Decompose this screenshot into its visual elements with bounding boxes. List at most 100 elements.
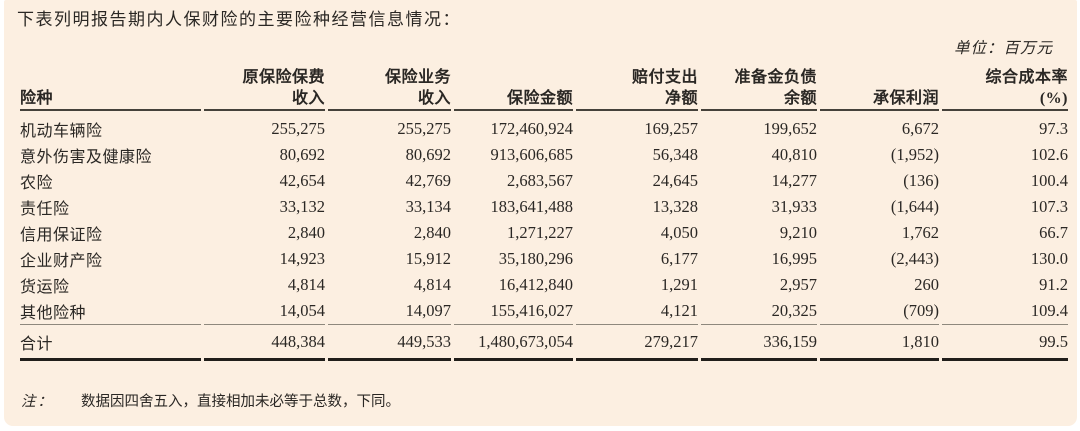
table-header: 险种 原保险保费 收入 保险业务 收入 保险金额 赔付支出 净额 准备金负债 余额 承保利润 综合成本… [20,67,1068,111]
cell-value: 169,257 [644,119,698,138]
column-header: 险种 [20,67,201,111]
intro-text: 下表列明报告期内人保财险的主要险种经营信息情况： [17,10,461,29]
row-label: 企业财产险 [20,253,103,270]
table-row: 信用保证险 2,840 2,840 1,271,227 4,050 9,210 1,762 6… [20,220,1068,246]
cell-value: 35,180,296 [498,249,573,268]
cell-value: (709) [903,301,939,320]
table-row: 企业财产险 14,923 15,912 35,180,296 6,177 16,995 (2… [20,246,1068,272]
column-header: 赔付支出 净额 [576,67,698,111]
cell-value: 13,328 [652,197,698,216]
cell-value: 91.2 [1039,275,1068,294]
cell-value: 42,769 [405,171,451,190]
cell-value: 14,097 [405,301,451,320]
cell-value: 16,412,840 [498,275,573,294]
cell-value: (1,644) [890,197,939,216]
cell-value: 107.3 [1030,197,1068,216]
table-row: 货运险 4,814 4,814 16,412,840 1,291 2,957 260 91.2 [20,272,1068,298]
column-header: 综合成本率 (%) [942,67,1068,111]
cell-value: 80,692 [279,145,325,164]
cell-value: 6,672 [901,119,939,138]
cell-value: 66.7 [1039,223,1068,242]
total-value: 1,810 [820,324,939,361]
cell-value: (1,952) [890,145,939,164]
cell-value: 4,814 [413,275,451,294]
cell-value: 9,210 [779,223,817,242]
cell-value: 31,933 [771,197,817,216]
cell-value: 56,348 [652,145,698,164]
row-label: 机动车辆险 [20,123,103,140]
cell-value: 109.4 [1030,301,1068,320]
cell-value: 130.0 [1030,249,1068,268]
cell-value: 155,416,027 [490,301,574,320]
unit-label: 单位：百万元 [953,40,1053,57]
cell-value: 199,652 [763,119,817,138]
cell-value: 183,641,488 [490,197,574,216]
table-footer: 合计 448,384 449,533 1,480,673,054 279,217 336,… [20,324,1068,361]
row-label: 信用保证险 [20,227,103,244]
cell-value: 80,692 [405,145,451,164]
footnote-text: 数据因四舍五入，直接相加未必等于总数，下同。 [81,394,400,410]
row-label: 其他险种 [20,305,87,322]
column-header: 保险金额 [454,67,573,111]
cell-value: (2,443) [890,249,939,268]
cell-value: 14,054 [279,301,325,320]
column-header: 原保险保费 收入 [204,67,325,111]
table-row: 其他险种 14,054 14,097 155,416,027 4,121 20,325 (7… [20,298,1068,324]
document-page: 下表列明报告期内人保财险的主要险种经营信息情况： 单位：百万元 险种 原保险保费收… [4,0,1077,426]
row-label: 意外伤害及健康险 [20,149,153,166]
cell-value: 2,957 [779,275,817,294]
table-row: 责任险 33,132 33,134 183,641,488 13,328 31,933 (1… [20,194,1068,220]
table-row: 农险 42,654 42,769 2,683,567 24,645 14,277 (136)… [20,168,1068,194]
cell-value: 33,134 [405,197,451,216]
cell-value: 2,683,567 [507,171,573,190]
total-value: 99.5 [942,324,1068,361]
cell-value: 260 [914,275,939,294]
cell-value: 4,050 [660,223,698,242]
cell-value: 100.4 [1030,171,1068,190]
cell-value: 4,814 [287,275,325,294]
cell-value: 97.3 [1039,119,1068,138]
cell-value: 102.6 [1030,145,1068,164]
cell-value: 1,271,227 [507,223,573,242]
cell-value: 913,606,685 [490,145,574,164]
page-content: 下表列明报告期内人保财险的主要险种经营信息情况： 单位：百万元 险种 原保险保费收… [4,0,1077,412]
cell-value: 33,132 [279,197,325,216]
cell-value: (136) [903,171,939,190]
total-value: 449,533 [328,324,451,361]
cell-value: 15,912 [405,249,451,268]
cell-value: 4,121 [660,301,698,320]
table-row: 机动车辆险 255,275 255,275 172,460,924 169,257 199… [20,111,1068,142]
header-row: 险种 原保险保费 收入 保险业务 收入 保险金额 赔付支出 净额 准备金负债 余额 承保利润 综合成本… [20,67,1068,111]
cell-value: 40,810 [771,145,817,164]
cell-value: 172,460,924 [490,119,574,138]
column-header: 保险业务 收入 [328,67,451,111]
cell-value: 2,840 [413,223,451,242]
table-row: 意外伤害及健康险 80,692 80,692 913,606,685 56,348 40,… [20,142,1068,168]
row-label: 农险 [20,175,54,192]
row-label: 货运险 [20,279,70,296]
cell-value: 1,762 [901,223,939,242]
cell-value: 20,325 [771,301,817,320]
cell-value: 255,275 [397,119,451,138]
total-value: 279,217 [576,324,698,361]
column-header: 准备金负债 余额 [701,67,817,111]
cell-value: 14,277 [771,171,817,190]
cell-value: 16,995 [771,249,817,268]
column-header: 承保利润 [820,67,939,111]
total-value: 448,384 [204,324,325,361]
cell-value: 255,275 [271,119,325,138]
cell-value: 24,645 [652,171,698,190]
total-row: 合计 448,384 449,533 1,480,673,054 279,217 336,… [20,324,1068,361]
footnote-label: 注： [21,394,54,410]
cell-value: 1,291 [660,275,698,294]
cell-value: 2,840 [287,223,325,242]
cell-value: 14,923 [279,249,325,268]
total-value: 1,480,673,054 [454,324,573,361]
cell-value: 6,177 [660,249,698,268]
cell-value: 42,654 [279,171,325,190]
insurance-lines-table: 险种 原保险保费 收入 保险业务 收入 保险金额 赔付支出 净额 准备金负债 余额 承保利润 综合成本… [17,67,1071,361]
total-value: 336,159 [701,324,817,361]
total-label: 合计 [20,324,201,361]
table-body: 机动车辆险 255,275 255,275 172,460,924 169,257 199… [20,111,1068,324]
row-label: 责任险 [20,201,70,218]
